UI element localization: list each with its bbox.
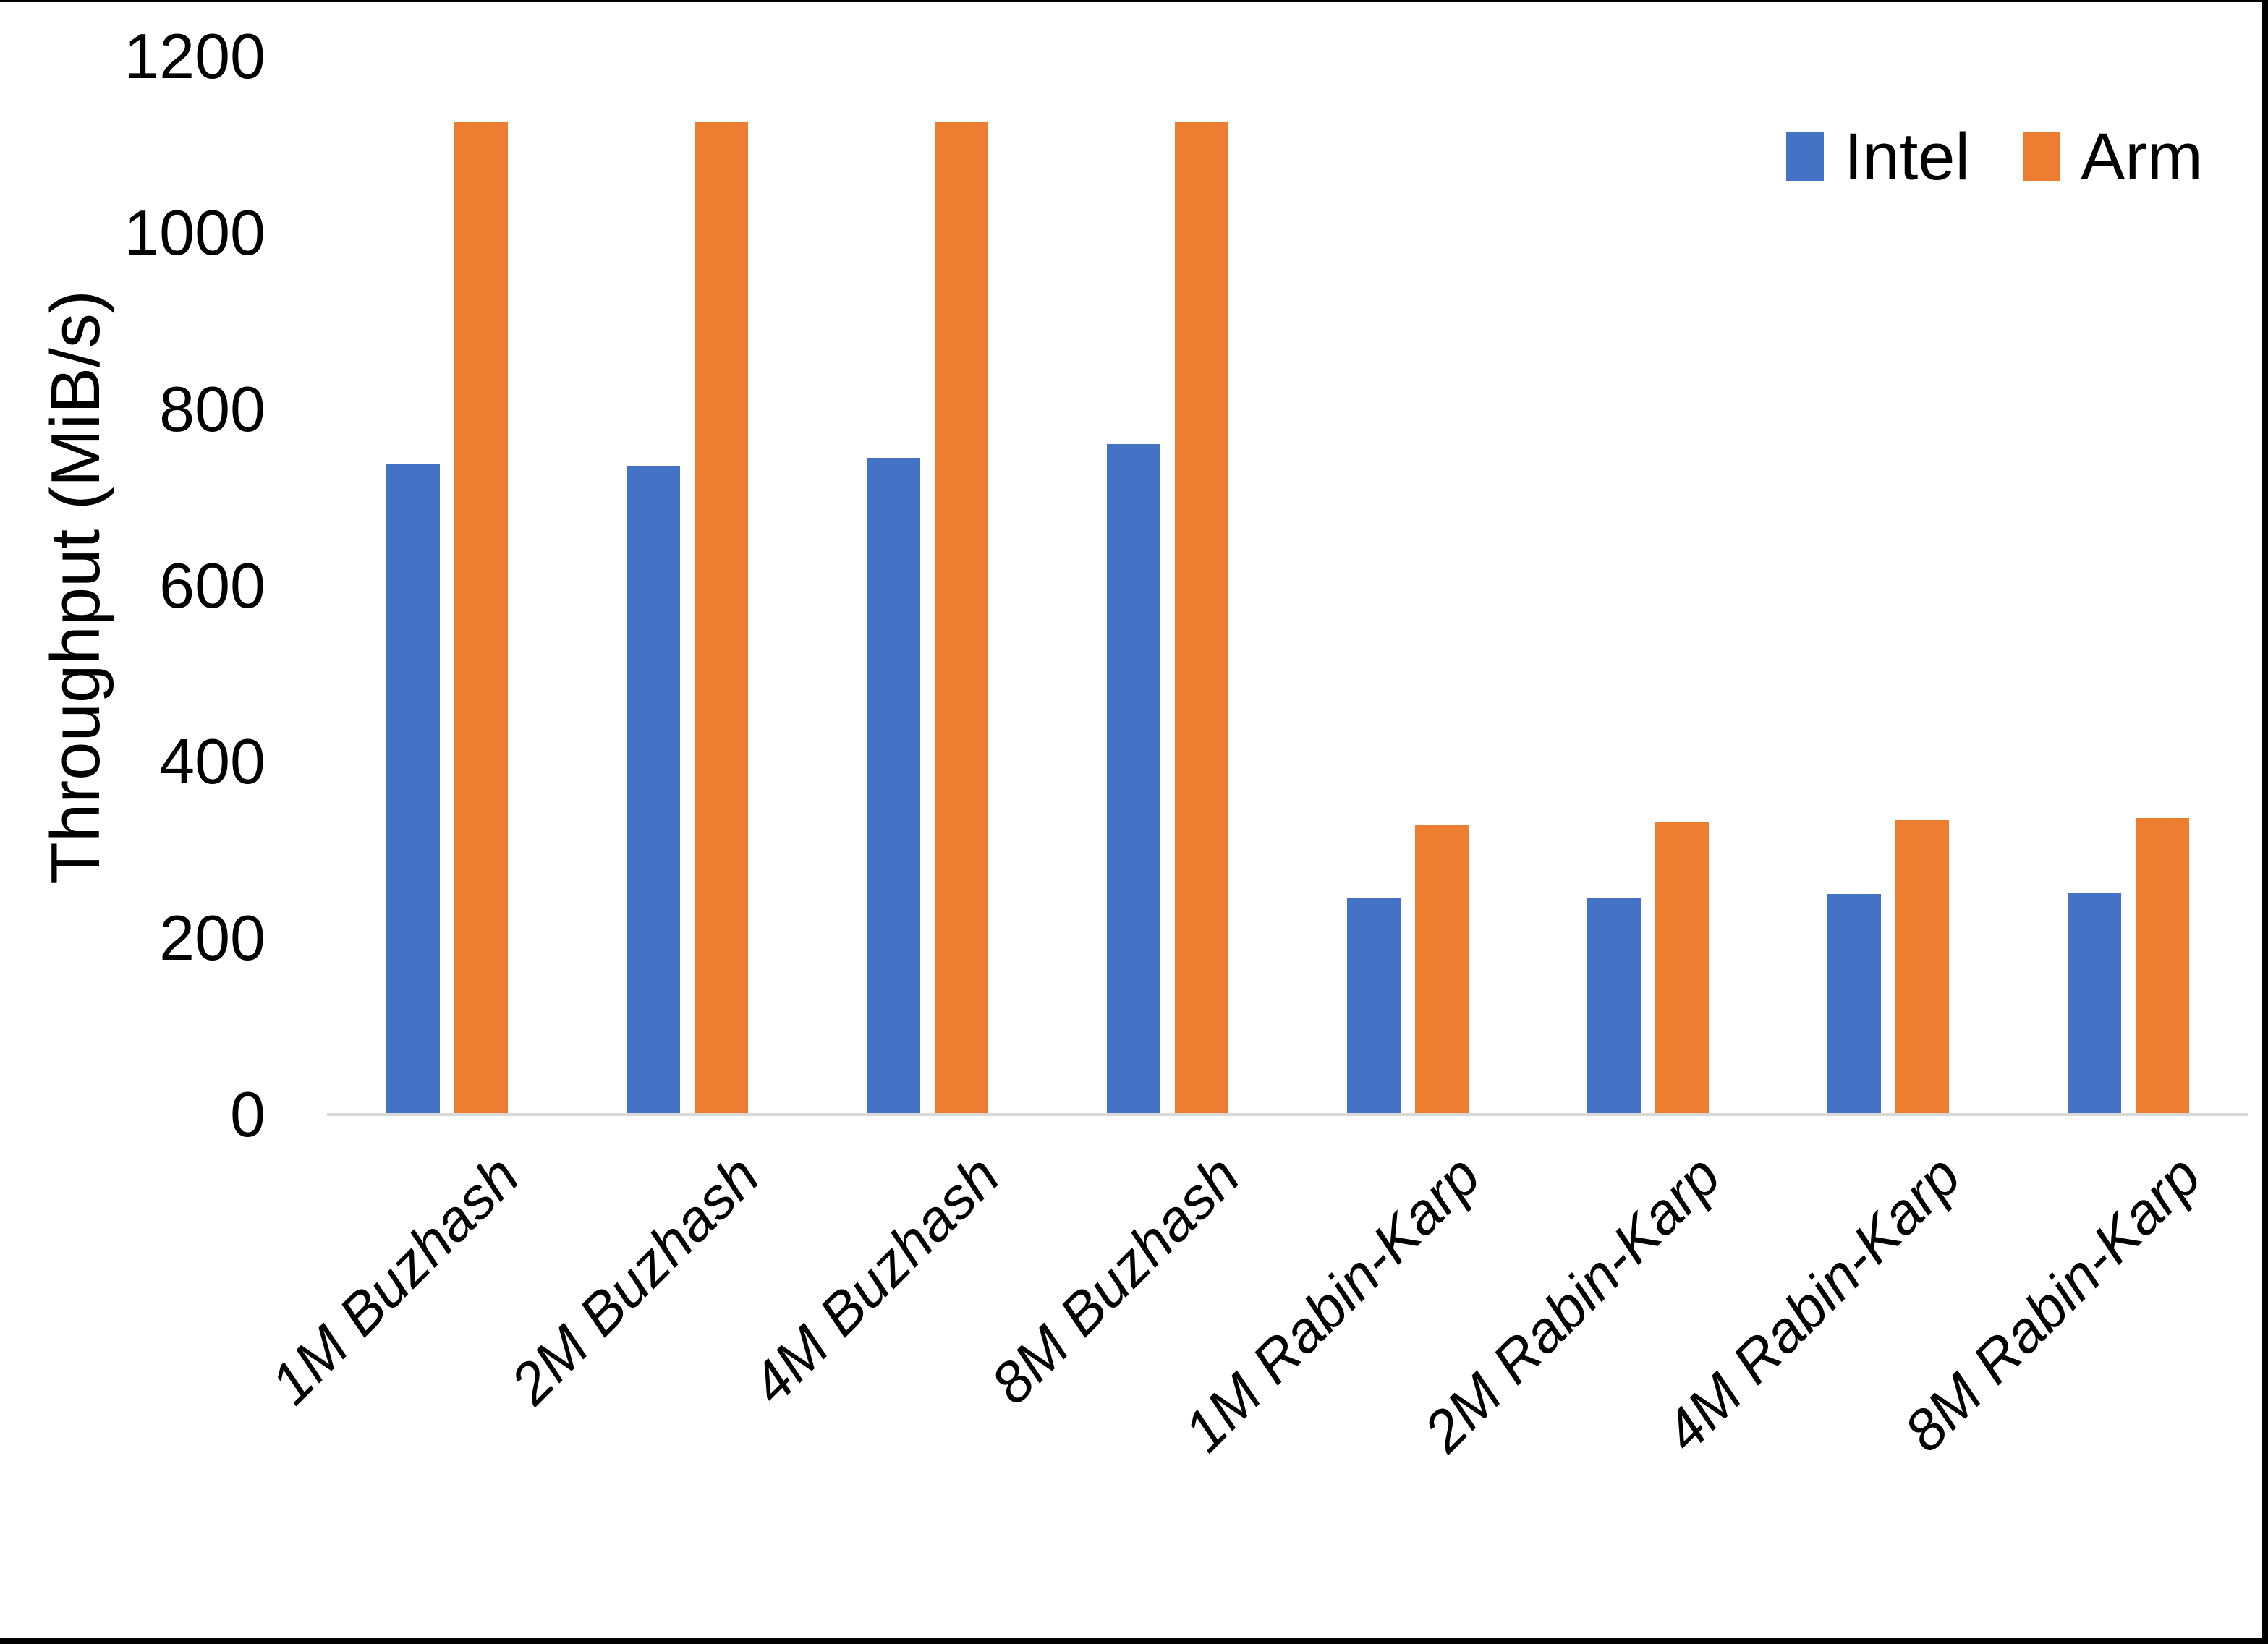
top-border (0, 0, 2268, 2)
x-axis-line (327, 1113, 2248, 1116)
bar-intel-4m-rabin-karp (1827, 894, 1881, 1115)
legend-swatch-intel (1786, 132, 1824, 181)
y-tick-label: 200 (159, 902, 266, 974)
bar-arm-1m-buzhash (454, 122, 508, 1115)
bar-intel-8m-buzhash (1107, 444, 1160, 1115)
bar-arm-2m-rabin-karp (1655, 822, 1709, 1115)
bar-arm-1m-rabin-karp (1415, 825, 1469, 1115)
bar-intel-1m-rabin-karp (1347, 898, 1401, 1115)
bar-intel-4m-buzhash (867, 458, 920, 1115)
y-tick-label: 600 (159, 549, 266, 621)
legend-item-intel: Intel (1786, 124, 1970, 190)
category-label: 2M Buzhash (498, 1143, 772, 1416)
legend-label: Arm (2081, 119, 2203, 194)
bar-intel-1m-buzhash (386, 464, 440, 1115)
bar-arm-4m-rabin-karp (1895, 820, 1949, 1115)
y-tick-label: 800 (159, 372, 266, 445)
legend-label: Intel (1844, 119, 1970, 194)
legend-swatch-arm (2023, 132, 2060, 181)
y-tick-label: 1200 (124, 20, 266, 92)
legend-item-arm: Arm (2023, 124, 2203, 190)
y-tick-label: 0 (230, 1078, 266, 1150)
bar-arm-2m-buzhash (695, 122, 748, 1115)
category-label: 1M Buzhash (258, 1143, 532, 1416)
y-tick-label: 400 (159, 725, 266, 798)
category-label: 8M Buzhash (979, 1143, 1252, 1416)
bar-intel-8m-rabin-karp (2068, 893, 2121, 1115)
bar-intel-2m-buzhash (627, 466, 680, 1115)
bar-intel-2m-rabin-karp (1587, 898, 1641, 1115)
category-label: 4M Buzhash (739, 1143, 1012, 1416)
bar-arm-8m-rabin-karp (2136, 818, 2189, 1115)
bar-arm-8m-buzhash (1175, 122, 1228, 1115)
right-border (2262, 0, 2268, 1644)
bar-arm-4m-buzhash (935, 122, 988, 1115)
y-tick-label: 1000 (124, 196, 266, 268)
bottom-border (0, 1638, 2268, 1644)
